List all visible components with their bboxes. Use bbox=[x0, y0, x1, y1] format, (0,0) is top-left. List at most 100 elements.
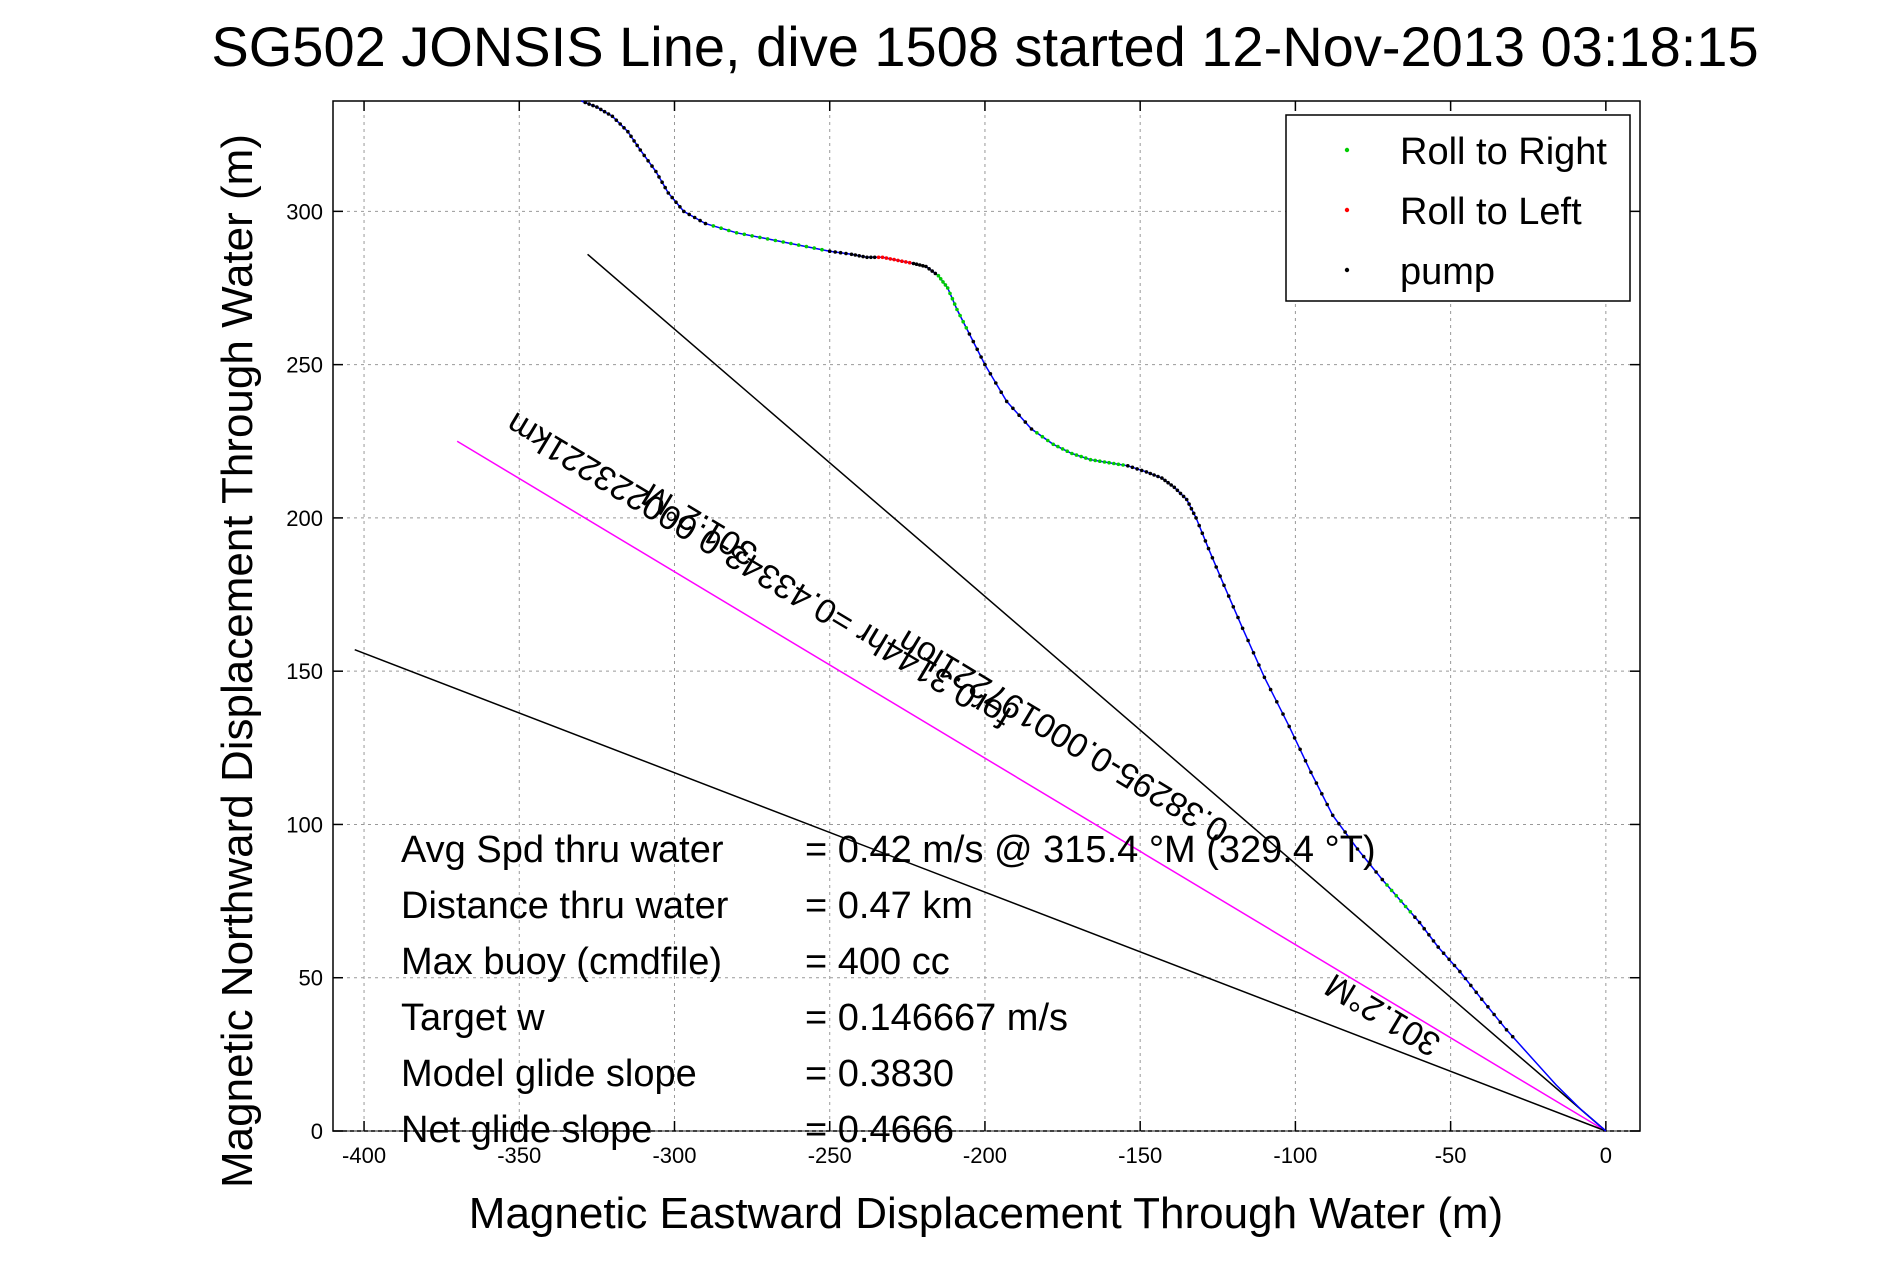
x-tick-label: -350 bbox=[497, 1143, 541, 1168]
chart-title: SG502 JONSIS Line, dive 1508 started 12-… bbox=[211, 15, 1758, 78]
track-marker bbox=[952, 302, 957, 306]
track-marker bbox=[1029, 427, 1034, 431]
stat-label: Max buoy (cmdfile) bbox=[401, 941, 722, 983]
track-marker bbox=[1389, 888, 1394, 893]
track-marker bbox=[1380, 877, 1385, 882]
track-marker bbox=[1189, 506, 1194, 511]
track-marker bbox=[861, 254, 865, 259]
x-tick-label: -250 bbox=[808, 1143, 852, 1168]
track-marker bbox=[961, 319, 965, 324]
track-marker bbox=[1436, 945, 1440, 949]
track-marker bbox=[1169, 483, 1173, 487]
track-marker bbox=[1292, 736, 1297, 740]
track-marker bbox=[1394, 893, 1399, 898]
track-marker bbox=[666, 191, 671, 195]
track-marker bbox=[719, 226, 723, 230]
legend-marker bbox=[1344, 147, 1350, 153]
track-marker bbox=[1458, 969, 1462, 974]
track-marker bbox=[964, 326, 969, 330]
track-marker bbox=[692, 215, 697, 220]
track-marker bbox=[1268, 687, 1273, 692]
track-marker bbox=[1093, 458, 1097, 463]
track-marker bbox=[1368, 862, 1372, 867]
track-marker bbox=[1102, 460, 1107, 464]
legend-label: Roll to Left bbox=[1400, 191, 1582, 233]
track-marker bbox=[1287, 724, 1291, 729]
track-marker bbox=[1074, 453, 1079, 457]
track-marker bbox=[1121, 463, 1125, 467]
track-marker bbox=[1084, 456, 1088, 460]
track-marker bbox=[865, 255, 869, 260]
track-series bbox=[581, 100, 1607, 1132]
track-marker bbox=[1320, 792, 1324, 796]
track-marker bbox=[750, 234, 754, 238]
track-marker bbox=[945, 286, 950, 290]
track-marker bbox=[1403, 904, 1408, 909]
track-marker bbox=[1181, 494, 1186, 499]
track-marker bbox=[626, 129, 630, 134]
track-marker bbox=[1098, 459, 1102, 464]
track-marker bbox=[1163, 478, 1167, 483]
track-marker bbox=[1148, 471, 1153, 476]
track-marker bbox=[1504, 1028, 1509, 1032]
x-tick-label: -400 bbox=[342, 1143, 386, 1168]
track-marker bbox=[876, 255, 881, 260]
stat-label: Target w bbox=[401, 997, 545, 1039]
track-marker bbox=[880, 255, 885, 260]
axis-ticks: -400 -350 -300 -250 -200 -150 -100 -50 0 0 50 100 15… bbox=[286, 101, 1640, 1168]
track-marker bbox=[1187, 502, 1191, 506]
track-marker bbox=[1226, 594, 1231, 598]
reference-lines bbox=[354, 253, 1607, 1132]
track-marker bbox=[618, 122, 622, 126]
track-marker bbox=[1492, 1012, 1496, 1017]
track-marker bbox=[678, 205, 682, 209]
stats-block: Avg Spd thru water = 0.42 m/s @ 315.4 °M … bbox=[401, 829, 1376, 1151]
track-marker bbox=[948, 291, 952, 296]
track-marker bbox=[844, 251, 848, 256]
track-marker bbox=[1088, 457, 1093, 462]
track-marker bbox=[1498, 1020, 1503, 1024]
track-marker bbox=[1231, 605, 1236, 609]
track-marker bbox=[1210, 556, 1215, 560]
track-marker bbox=[1236, 615, 1240, 620]
track-marker bbox=[1135, 467, 1139, 471]
track-marker bbox=[1474, 990, 1478, 995]
track-marker bbox=[1194, 516, 1198, 520]
y-tick-label: 50 bbox=[299, 966, 323, 991]
track-marker bbox=[820, 247, 824, 252]
y-tick-label: 0 bbox=[311, 1119, 323, 1144]
track-marker bbox=[796, 243, 801, 247]
track-marker bbox=[955, 307, 959, 312]
track-marker bbox=[1152, 473, 1156, 477]
track-marker bbox=[638, 148, 643, 152]
track-marker bbox=[971, 339, 976, 344]
track-marker bbox=[958, 313, 962, 318]
track-marker bbox=[606, 112, 611, 116]
track-marker bbox=[1191, 511, 1196, 516]
track-marker bbox=[1427, 933, 1431, 937]
track-marker bbox=[1056, 444, 1060, 449]
track-marker bbox=[967, 332, 972, 336]
track-marker bbox=[1486, 1005, 1490, 1009]
track-marker bbox=[900, 259, 904, 264]
stat-label: Distance thru water bbox=[401, 885, 729, 927]
track-marker bbox=[950, 296, 955, 301]
track-marker bbox=[765, 237, 770, 241]
track-marker bbox=[657, 175, 661, 179]
track-marker bbox=[1112, 461, 1116, 466]
legend-label: pump bbox=[1400, 251, 1495, 293]
track-marker bbox=[602, 109, 607, 114]
track-marker bbox=[1251, 651, 1256, 655]
track-marker bbox=[1065, 449, 1069, 454]
y-tick-label: 250 bbox=[286, 353, 323, 378]
track-marker bbox=[635, 143, 639, 148]
track-marker bbox=[938, 277, 943, 281]
track-marker bbox=[1178, 491, 1183, 496]
track-marker bbox=[583, 100, 587, 105]
track-marker bbox=[849, 252, 854, 257]
track-marker bbox=[904, 260, 908, 264]
x-tick-label: -200 bbox=[963, 1143, 1007, 1168]
track-marker bbox=[1479, 997, 1484, 1001]
track-marker bbox=[838, 250, 843, 255]
